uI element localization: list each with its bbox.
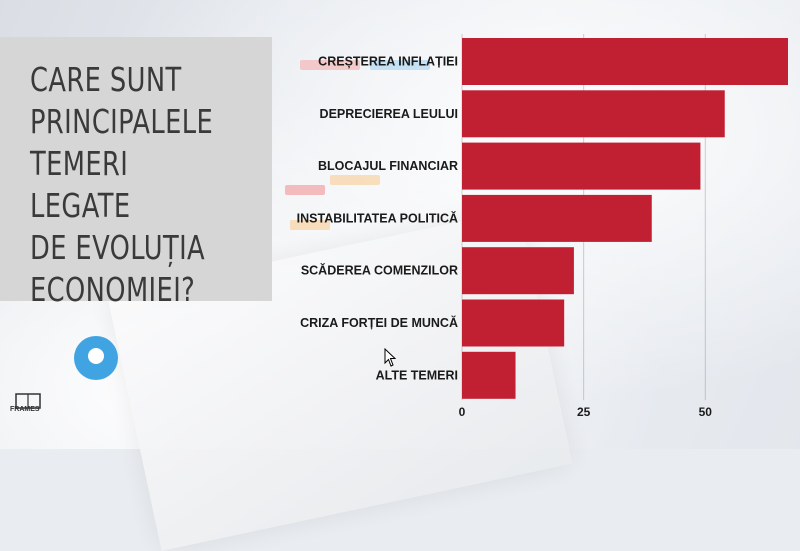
background-decoration xyxy=(330,175,380,185)
bar xyxy=(462,299,565,347)
bar-chart: 0 25 50 CREȘTEREA INFLAȚIEI DEPRECIEREA LEUL… xyxy=(297,34,788,419)
logo-label: FRAMES xyxy=(10,406,40,413)
bar xyxy=(462,90,725,138)
category-label: SCĂDEREA COMENZILOR xyxy=(301,263,458,278)
background-circle-icon xyxy=(74,336,118,380)
bar xyxy=(462,247,574,295)
category-label: CREȘTEREA INFLAȚIEI xyxy=(318,55,458,69)
bar xyxy=(462,194,652,242)
category-label: CRIZA FORȚEI DE MUNCĂ xyxy=(300,315,458,330)
bar xyxy=(462,142,701,190)
page-title: CARE SUNT PRINCIPALELE TEMERI LEGATE DE … xyxy=(30,60,214,309)
bar xyxy=(462,38,788,85)
category-label: DEPRECIEREA LEULUI xyxy=(320,107,458,121)
x-tick-label: 50 xyxy=(699,405,713,419)
title-panel: CARE SUNT PRINCIPALELE TEMERI LEGATE DE … xyxy=(0,37,272,309)
background-decoration xyxy=(300,60,360,70)
category-label: INSTABILITATEA POLITICĂ xyxy=(297,210,458,225)
background-decoration xyxy=(285,185,325,195)
background-decoration xyxy=(290,220,330,230)
bar xyxy=(462,351,516,399)
x-tick-label: 0 xyxy=(459,405,466,419)
mouse-cursor-icon xyxy=(384,348,397,367)
category-label: BLOCAJUL FINANCIAR xyxy=(318,159,458,173)
category-label: ALTE TEMERI xyxy=(376,368,458,382)
x-tick-label: 25 xyxy=(577,405,591,419)
background-decoration xyxy=(370,60,430,70)
frames-logo-icon xyxy=(15,393,41,409)
